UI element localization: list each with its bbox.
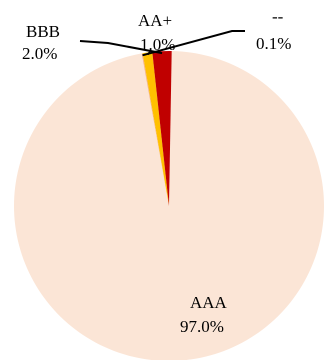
leader-line-dash [142, 30, 245, 57]
pie-slice-aaa [14, 51, 324, 360]
slice-label-dash: -- [272, 7, 284, 26]
slice-value-aaa: 97.0% [180, 317, 224, 336]
slice-value-dash: 0.1% [256, 34, 291, 53]
pie-slice-bbb [152, 51, 172, 206]
leader-line-bbb [79, 40, 163, 55]
slice-label-bbb: BBB [26, 22, 60, 41]
slice-value-bbb: 2.0% [22, 44, 57, 63]
slice-label-aa-plus: AA+ [138, 11, 172, 30]
pie-slice-aa-plus [142, 51, 169, 207]
pie-slices [14, 51, 324, 360]
slice-label-aaa: AAA [190, 293, 228, 312]
slice-value-aa-plus: 1.0% [140, 35, 175, 54]
pie-slice-dash [141, 53, 169, 207]
leader-lines [79, 30, 245, 57]
